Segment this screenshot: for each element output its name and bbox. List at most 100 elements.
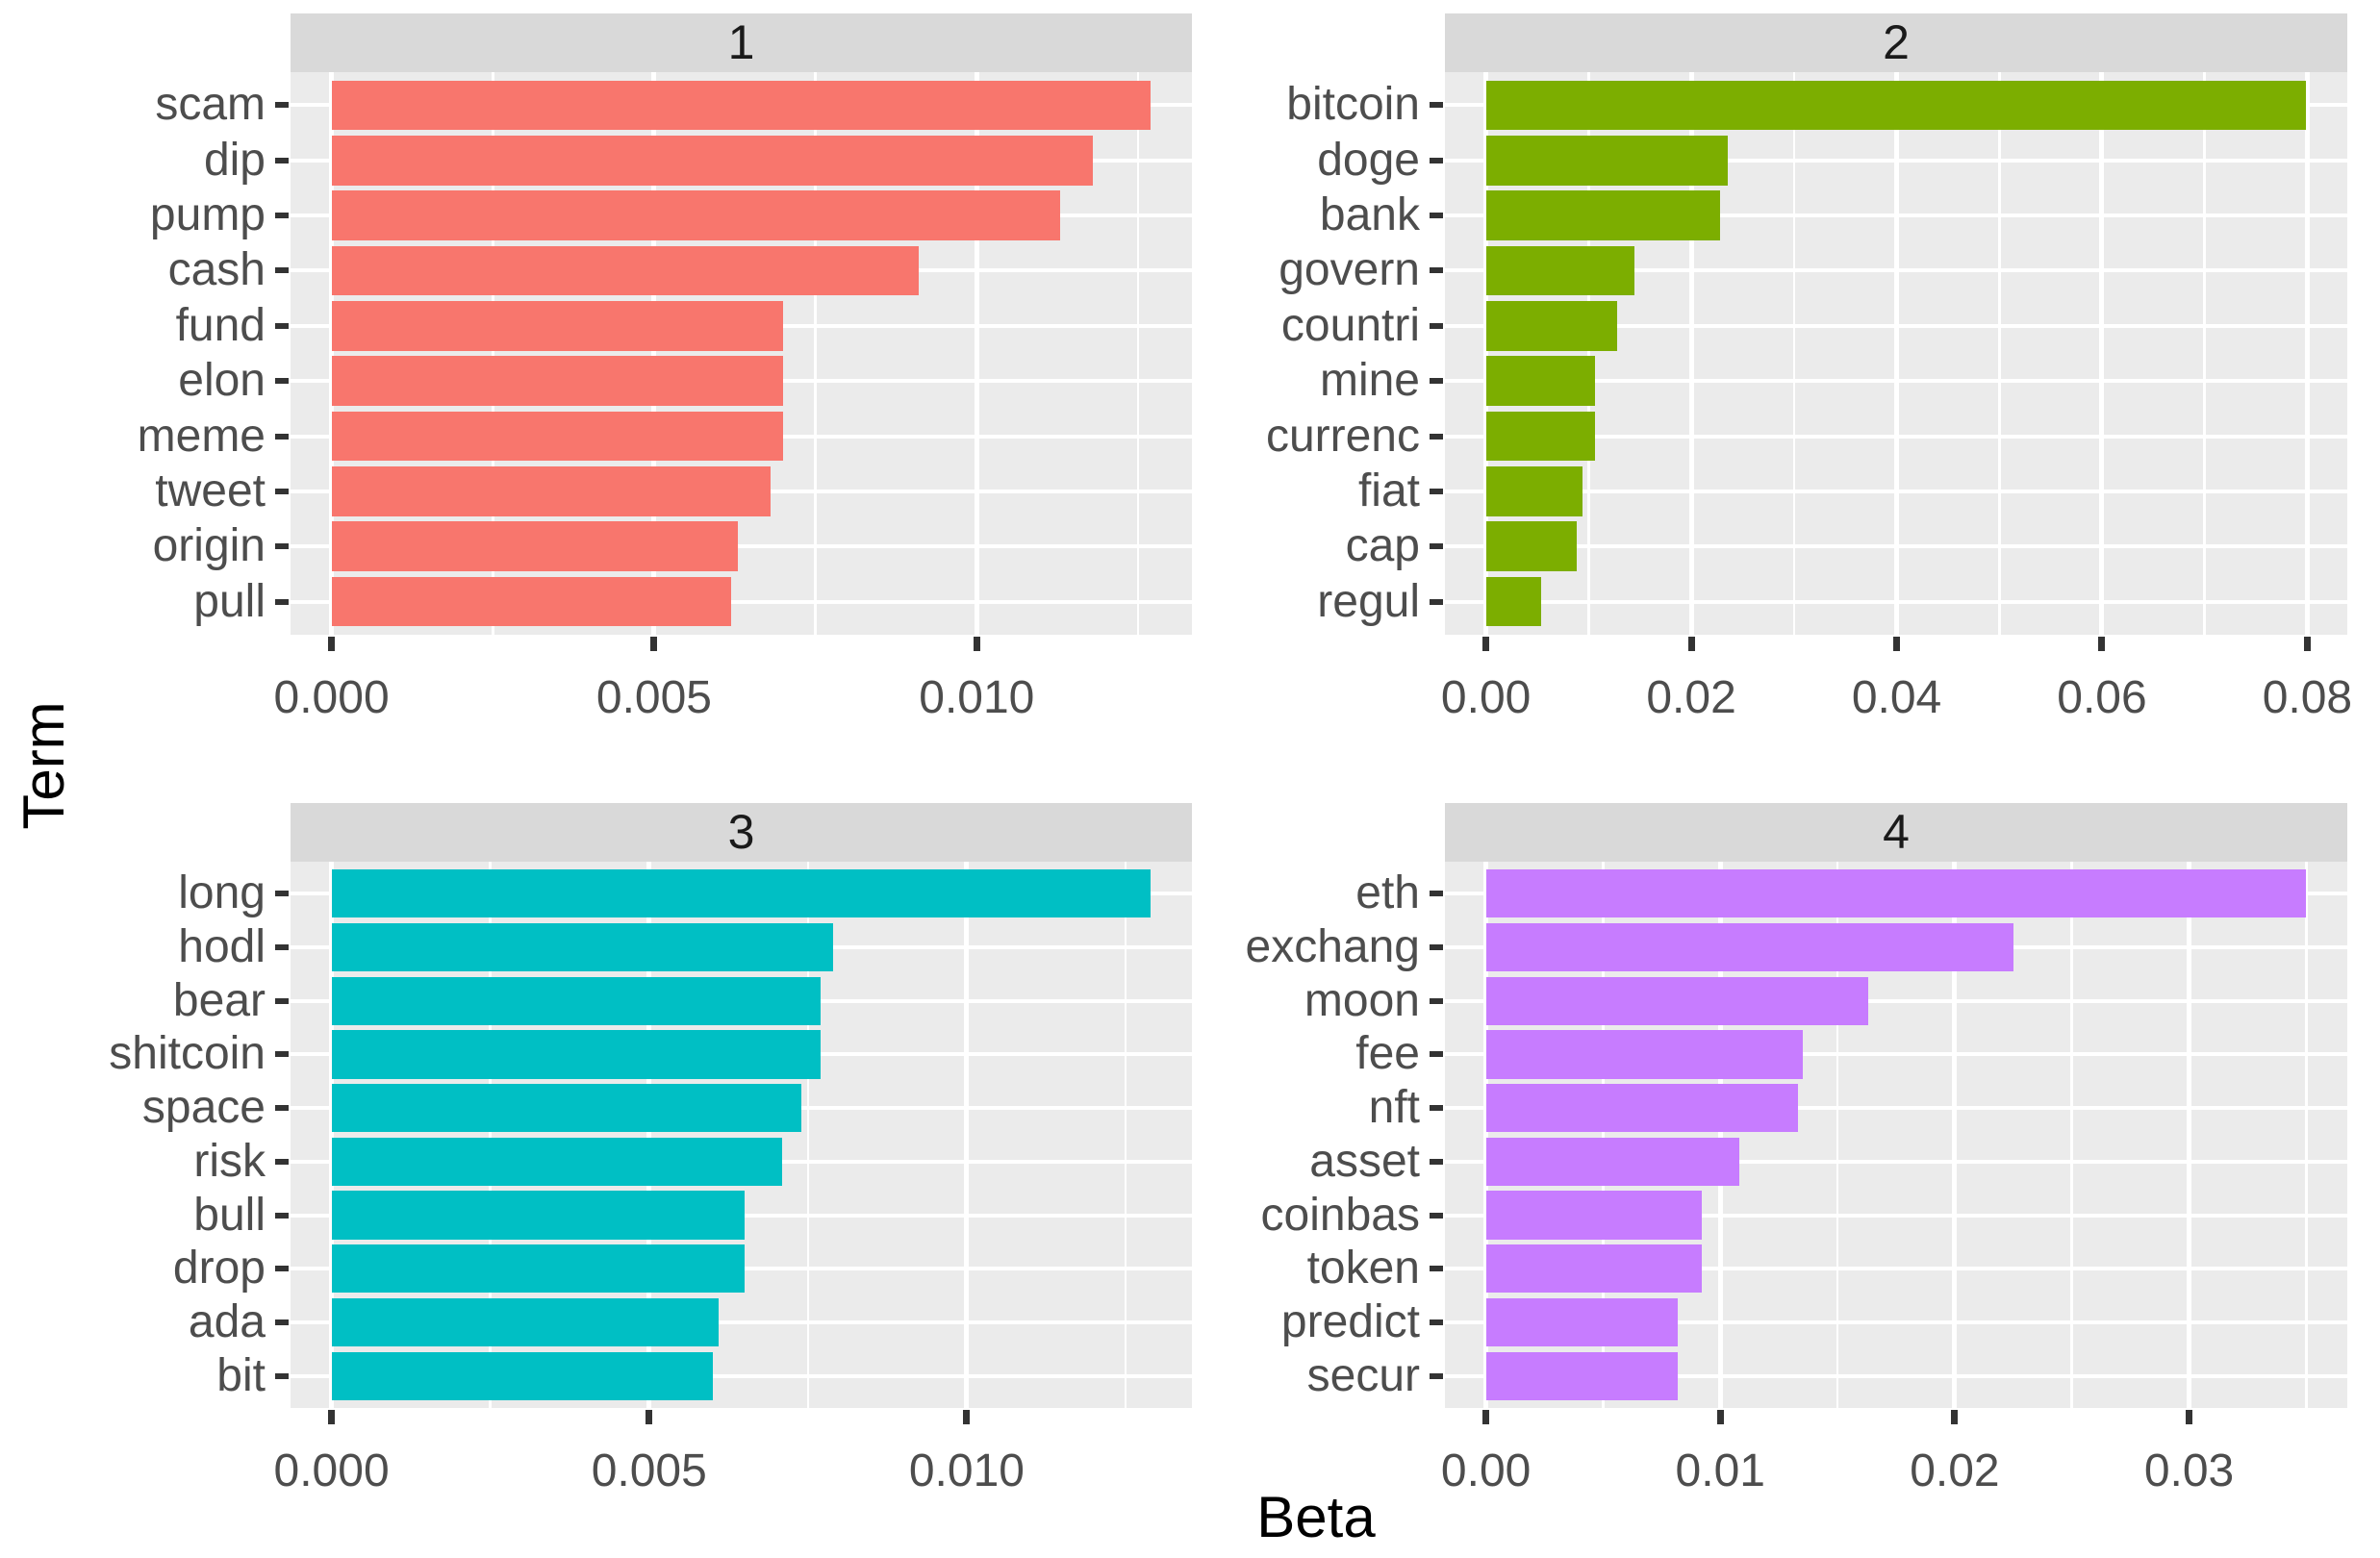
gridline-y-major — [1445, 1052, 2347, 1057]
gridline-y-major — [291, 1319, 1192, 1324]
y-tick-mark — [275, 997, 289, 1004]
y-tick-mark — [275, 433, 289, 440]
bar-fund — [331, 301, 784, 351]
gridline-x-major — [1952, 862, 1958, 1408]
facet-panel-1 — [291, 72, 1192, 635]
x-tick-mark — [2098, 637, 2106, 651]
bar-origin — [331, 521, 739, 572]
gridline-x-major — [646, 862, 652, 1408]
x-tick-label: 0.06 — [2057, 672, 2147, 723]
bar-secur — [1485, 1351, 1679, 1400]
gridline-x-minor — [2203, 72, 2206, 635]
y-tick-mark — [1430, 997, 1443, 1004]
x-tick-label: 0.02 — [1646, 672, 1736, 723]
gridline-y-major — [291, 544, 1192, 549]
gridline-x-major — [1894, 72, 1900, 635]
term-label-origin: origin — [152, 520, 266, 572]
y-tick-mark — [1430, 1051, 1443, 1058]
bar-bull — [331, 1191, 745, 1240]
gridline-y-major — [291, 1373, 1192, 1378]
gridline-x-minor — [2305, 862, 2308, 1408]
y-tick-mark — [275, 944, 289, 951]
y-tick-mark — [275, 102, 289, 109]
term-label-govern: govern — [1279, 244, 1420, 296]
bar-tweet — [331, 466, 771, 516]
facet-panel-4 — [1445, 862, 2347, 1408]
facet-strip-4: 4 — [1445, 803, 2347, 862]
x-tick-label: 0.000 — [273, 1445, 390, 1496]
bar-predict — [1485, 1297, 1679, 1346]
term-label-countri: countri — [1280, 299, 1420, 351]
bar-cash — [331, 245, 919, 296]
gridline-x-minor — [1124, 862, 1127, 1408]
y-tick-mark — [1430, 102, 1443, 109]
facet-strip-1: 1 — [291, 13, 1192, 72]
term-label-currenc: currenc — [1265, 410, 1420, 462]
facet-panel-2 — [1445, 72, 2347, 635]
bar-pump — [331, 190, 1061, 240]
bar-drop — [331, 1244, 745, 1294]
term-label-hodl: hodl — [178, 921, 266, 973]
gridline-x-major — [2099, 72, 2105, 635]
x-tick-mark — [973, 637, 980, 651]
term-label-bank: bank — [1319, 189, 1420, 241]
bar-regul — [1485, 576, 1542, 627]
term-label-fund: fund — [175, 299, 266, 351]
y-tick-mark — [275, 543, 289, 550]
y-tick-mark — [275, 213, 289, 219]
term-label-tweet: tweet — [155, 465, 266, 516]
facet-strip-3: 3 — [291, 803, 1192, 862]
y-tick-mark — [1430, 378, 1443, 385]
term-label-risk: risk — [193, 1135, 266, 1187]
term-label-pump: pump — [149, 189, 266, 241]
bar-nft — [1485, 1084, 1798, 1133]
y-tick-mark — [1430, 1212, 1443, 1219]
gridline-y-major — [1445, 998, 2347, 1003]
bar-eth — [1485, 869, 2307, 918]
x-tick-label: 0.02 — [1910, 1445, 2000, 1496]
term-label-elon: elon — [178, 355, 266, 407]
y-tick-mark — [1430, 488, 1443, 494]
term-label-scam: scam — [155, 79, 266, 131]
term-label-coinbas: coinbas — [1260, 1189, 1420, 1241]
bar-token — [1485, 1244, 1702, 1294]
x-tick-label: 0.00 — [1440, 1445, 1532, 1496]
y-tick-mark — [1430, 944, 1443, 951]
gridline-x-major — [974, 72, 979, 635]
gridline-y-major — [1445, 1267, 2347, 1271]
bar-long — [331, 869, 1152, 918]
facet-strip-label: 2 — [1883, 15, 1910, 69]
bar-hodl — [331, 923, 834, 972]
x-tick-label: 0.010 — [908, 1445, 1025, 1496]
y-tick-mark — [275, 1372, 289, 1379]
term-label-meme: meme — [137, 410, 266, 462]
term-label-space: space — [141, 1082, 266, 1134]
gridline-x-minor — [1836, 862, 1839, 1408]
x-tick-mark — [328, 637, 336, 651]
y-tick-mark — [275, 1051, 289, 1058]
y-tick-mark — [1430, 433, 1443, 440]
x-axis-title: Beta — [1256, 1485, 1376, 1549]
term-label-doge: doge — [1317, 134, 1420, 186]
gridline-y-major — [1445, 1106, 2347, 1111]
bar-coinbas — [1485, 1191, 1702, 1240]
gridline-x-major — [1483, 862, 1489, 1408]
gridline-x-major — [1688, 72, 1694, 635]
bar-govern — [1485, 245, 1635, 296]
term-label-predict: predict — [1280, 1295, 1420, 1347]
gridline-x-minor — [814, 72, 817, 635]
x-tick-mark — [650, 637, 658, 651]
term-label-nft: nft — [1368, 1082, 1420, 1134]
gridline-x-minor — [806, 862, 810, 1408]
bar-bit — [331, 1351, 713, 1400]
term-label-token: token — [1306, 1243, 1420, 1294]
gridline-x-minor — [1792, 72, 1796, 635]
x-tick-label: 0.010 — [919, 672, 1035, 723]
term-label-bull: bull — [193, 1189, 266, 1241]
bar-risk — [331, 1137, 783, 1186]
x-tick-mark — [1687, 637, 1695, 651]
y-tick-mark — [275, 378, 289, 385]
x-tick-label: 0.005 — [591, 1445, 707, 1496]
term-label-bitcoin: bitcoin — [1286, 79, 1420, 131]
